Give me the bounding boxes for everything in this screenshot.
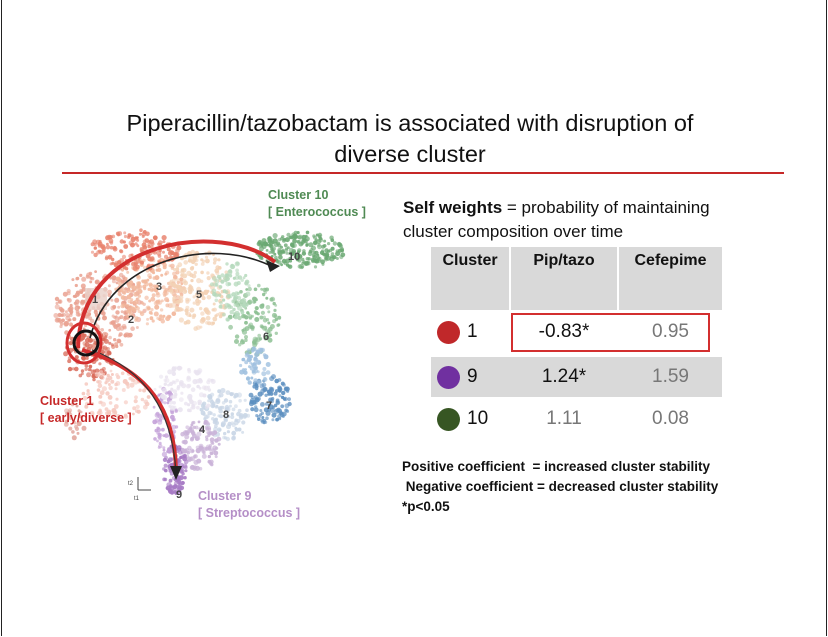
- cluster-number-9: 9: [176, 489, 182, 501]
- cluster-9-name: Cluster 9: [198, 489, 252, 503]
- table-row-cluster-10: 10 1.11 0.08: [431, 399, 722, 439]
- cluster-number-labels: 1 2 3 4 5 6 7 8 9 10: [85, 251, 300, 501]
- note-significance: *p<0.05: [402, 499, 450, 514]
- cluster-1-label: Cluster 1 [ early/diverse ]: [40, 393, 132, 427]
- cluster-10-dot: [437, 408, 460, 431]
- umap-scatter-points: [53, 228, 346, 496]
- highlight-box-cluster-1: [511, 313, 710, 352]
- cluster-10-name: Cluster 10: [268, 188, 329, 202]
- note-positive: Positive coefficient = increased cluster…: [402, 459, 710, 474]
- row-cef-value: 0.08: [652, 408, 689, 429]
- cluster-number-8: 8: [223, 409, 229, 421]
- axis-indicator: [137, 477, 151, 491]
- axis-label-y: t2: [128, 481, 134, 487]
- arrowhead-cluster-10: [266, 260, 280, 272]
- cluster-number-2: 2: [128, 314, 134, 326]
- umap-plot: 1 2 3 4 5 6 7 8 9 10 t2 t1: [53, 228, 346, 502]
- cluster-9-dot: [437, 366, 460, 389]
- row-pip-value: -0.83*: [538, 321, 590, 342]
- header-pip-tazo: Pip/tazo: [533, 252, 595, 269]
- arrow-cluster1-to-10-black: [89, 252, 274, 339]
- row-cluster: 10: [467, 408, 489, 429]
- self-loop-cluster-1: [72, 329, 100, 357]
- table-row-cluster-9: 9 1.24* 1.59: [431, 357, 722, 397]
- cluster-number-6: 6: [263, 331, 269, 343]
- cluster-number-5: 5: [196, 289, 202, 301]
- axis-label-x: t1: [134, 496, 140, 502]
- title-line-2: diverse cluster: [334, 141, 486, 167]
- row-cluster: 1: [467, 321, 478, 342]
- row-pip-value: 1.24*: [541, 366, 587, 387]
- row-pip-value: 1.11: [546, 408, 582, 429]
- header-cluster: Cluster: [442, 252, 498, 269]
- title-line-1: Piperacillin/tazobactam is associated wi…: [126, 110, 694, 136]
- row-cef-value: 0.95: [652, 321, 689, 342]
- self-weights-definition: Self weights = probability of maintainin…: [403, 196, 783, 244]
- cluster-number-10: 10: [288, 251, 300, 263]
- table-row-cluster-1: 1 -0.83* 0.95: [431, 313, 722, 353]
- arrowhead-cluster-9: [170, 466, 182, 480]
- self-weights-text-2: cluster composition over time: [403, 222, 624, 241]
- cluster-1-name: Cluster 1: [40, 394, 94, 408]
- self-weights-term: Self weights: [403, 198, 503, 217]
- transition-arrows: [65, 239, 280, 480]
- row-cluster: 9: [467, 366, 478, 387]
- cluster-9-taxon: [ Streptococcus ]: [198, 506, 301, 520]
- arrow-cluster1-to-9-black: [91, 349, 177, 473]
- row-cef-value: 1.59: [652, 366, 689, 387]
- cluster-9-label: Cluster 9 [ Streptococcus ]: [198, 488, 300, 522]
- cluster-number-1: 1: [92, 294, 98, 306]
- cluster-number-3: 3: [156, 281, 162, 293]
- cluster-number-7: 7: [266, 400, 272, 412]
- arrow-cluster1-to-10-red: [76, 239, 277, 349]
- arrow-cluster1-to-9-red: [81, 348, 178, 473]
- self-weights-text: = probability of maintaining: [502, 198, 710, 217]
- legend-notes: Positive coefficient = increased cluster…: [402, 457, 718, 517]
- cluster-1-taxon: [ early/diverse ]: [40, 411, 132, 425]
- note-negative: Negative coefficient = decreased cluster…: [402, 479, 719, 494]
- slide-title: Piperacillin/tazobactam is associated wi…: [60, 108, 760, 170]
- cluster-10-taxon: [ Enterococcus ]: [268, 205, 366, 219]
- cluster-10-label: Cluster 10 [ Enterococcus ]: [268, 187, 366, 221]
- cluster-number-4: 4: [199, 424, 206, 436]
- cluster-1-dot: [437, 321, 460, 344]
- header-cefepime: Cefepime: [634, 252, 707, 269]
- table-header-row: Cluster Pip/tazo Cefepime: [431, 247, 722, 310]
- title-underline: [62, 172, 784, 174]
- self-loop-highlight-cluster-1: [65, 321, 103, 365]
